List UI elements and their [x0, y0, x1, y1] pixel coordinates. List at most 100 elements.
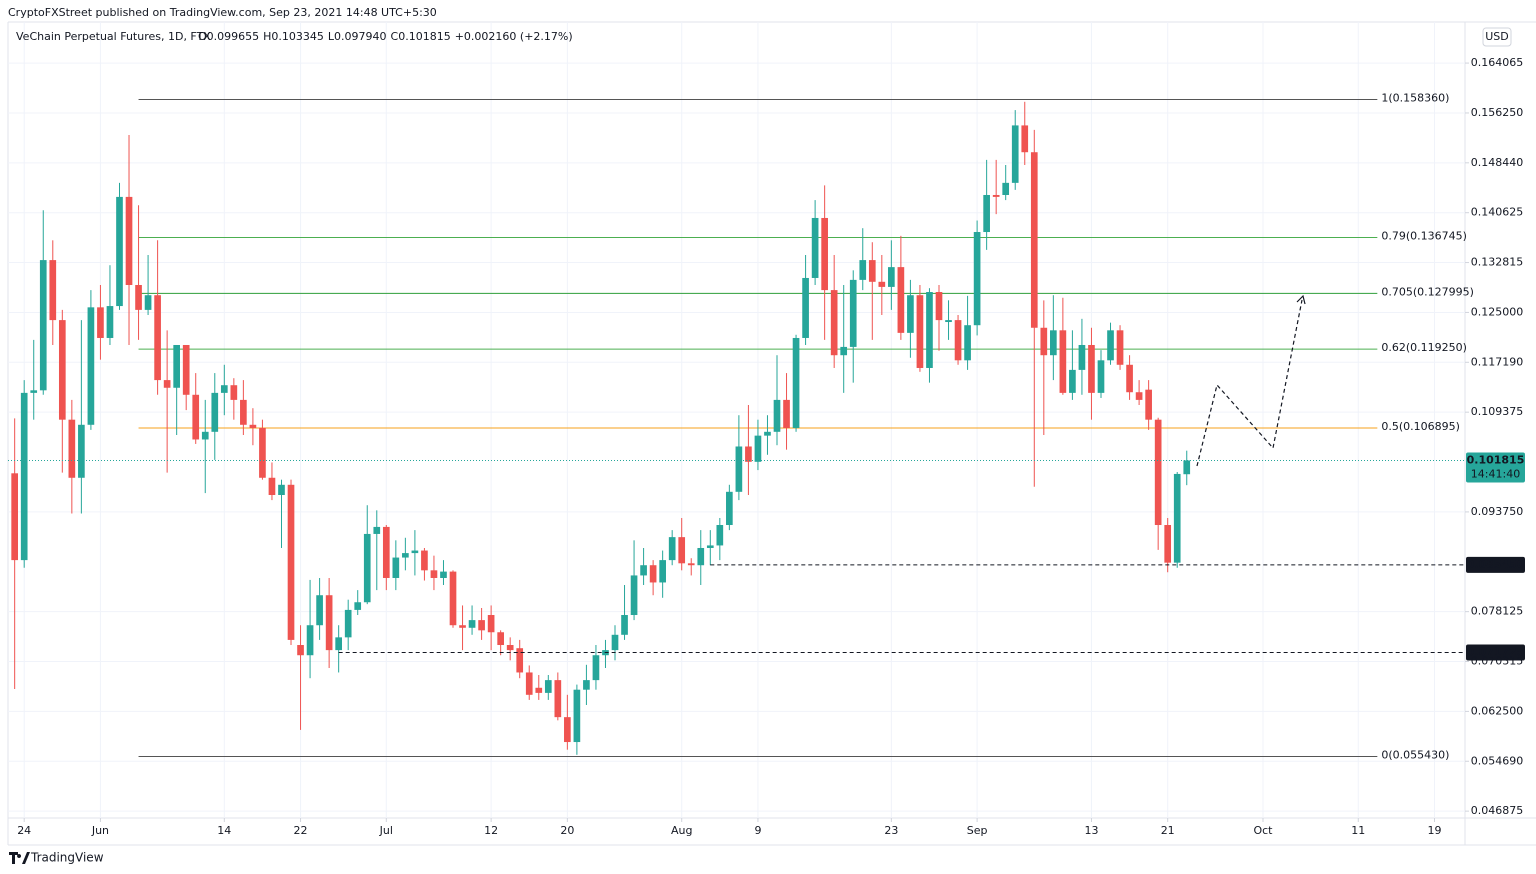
- x-tick-label: 12: [484, 824, 498, 837]
- candle-body: [564, 717, 571, 743]
- candle-body: [544, 680, 552, 693]
- candle-body: [1154, 419, 1162, 526]
- x-tick-label: 9: [754, 824, 761, 837]
- candle-body: [573, 689, 581, 743]
- legend-value: O0.099655: [198, 30, 259, 43]
- candle-body: [49, 260, 57, 321]
- candle-body: [135, 284, 142, 310]
- candle-body: [1107, 330, 1114, 361]
- x-tick-label: 19: [1428, 824, 1442, 837]
- symbol-title: VeChain Perpetual Futures, 1D, FTX: [16, 30, 211, 43]
- y-tick-label: 0.078125: [1471, 605, 1524, 618]
- projection-arrowhead: [1296, 294, 1306, 305]
- fib-label: 0.5(0.106895): [1381, 420, 1460, 433]
- brand-logo: [9, 852, 30, 864]
- candle-body: [220, 385, 228, 393]
- candle-body: [497, 632, 504, 646]
- legend-value: L0.097940: [328, 30, 387, 43]
- candle-body: [897, 267, 905, 333]
- candle-body: [240, 399, 247, 425]
- y-tick-label: 0.125000: [1471, 305, 1524, 318]
- price-tag: [1466, 556, 1525, 573]
- candle-body: [706, 545, 714, 548]
- countdown: 14:41:40: [1471, 467, 1520, 480]
- x-tick-label: Jul: [379, 824, 393, 837]
- candle-body: [392, 557, 400, 578]
- candle-body: [1059, 330, 1067, 393]
- currency[interactable]: USD: [1485, 30, 1509, 43]
- y-tick-label: 0.140625: [1471, 206, 1524, 219]
- candle-body: [78, 424, 85, 478]
- candle-body: [935, 292, 943, 321]
- brand-name: TradingView: [30, 851, 104, 865]
- candle-body: [554, 680, 562, 718]
- candle-body: [1021, 125, 1029, 153]
- candle-body: [1135, 392, 1143, 400]
- candle-body: [764, 431, 771, 436]
- candle-body: [630, 575, 638, 616]
- ohlc-values: O0.099655 H0.103345 L0.097940 C0.101815 +0.0…: [198, 30, 573, 43]
- candle-body: [211, 392, 219, 432]
- x-tick-label: 23: [884, 824, 898, 837]
- fib-label: 0.79(0.136745): [1381, 229, 1467, 242]
- candle-body: [39, 260, 47, 391]
- candle-body: [287, 484, 295, 640]
- candle-body: [525, 672, 533, 695]
- candle-body: [421, 550, 428, 571]
- candle-body: [316, 595, 323, 626]
- x-tick-label: Jun: [91, 824, 109, 837]
- candle-body: [373, 526, 381, 534]
- fib-levels: 1(0.158360) 0.79(0.136745) 0.705(0.127995)…: [138, 91, 1474, 762]
- candle-body: [745, 446, 752, 462]
- fib-label: 0.705(0.127995): [1381, 285, 1474, 298]
- x-tick-label: 13: [1084, 824, 1098, 837]
- candle-body: [649, 565, 657, 583]
- candle-body: [1078, 344, 1086, 370]
- x-tick-label: 11: [1351, 824, 1365, 837]
- candle-body: [868, 260, 876, 282]
- candle-body: [1145, 389, 1152, 420]
- candle-body: [621, 615, 628, 635]
- candle-body: [230, 385, 238, 400]
- x-tick-label: Oct: [1253, 824, 1273, 837]
- y-tick-label: 0.148440: [1471, 156, 1524, 169]
- candle-body: [926, 292, 933, 368]
- currency-box[interactable]: [1482, 27, 1512, 47]
- x-tick-label: 14: [217, 824, 231, 837]
- x-tick-label: 22: [294, 824, 308, 837]
- publisher: CryptoFXStreet published on TradingView.…: [8, 6, 437, 19]
- legend-value: H0.103345: [263, 30, 324, 43]
- candle-body: [201, 431, 209, 440]
- candle-body: [916, 295, 924, 368]
- candle-body: [1173, 473, 1181, 563]
- candle-body: [859, 260, 867, 280]
- candle-body: [449, 571, 457, 626]
- candle-body: [773, 399, 781, 432]
- candle-body: [478, 620, 485, 631]
- candle-body: [192, 394, 200, 440]
- x-tick-label: Sep: [967, 824, 988, 837]
- candle-body: [259, 427, 266, 478]
- candle-body: [1069, 369, 1076, 393]
- price-tag-label: 0.101815: [1467, 453, 1525, 466]
- fib-label: 0(0.055430): [1381, 749, 1449, 762]
- candle-body: [87, 307, 95, 425]
- candles: [11, 101, 1191, 755]
- y-tick-label: 0.046875: [1471, 804, 1524, 817]
- candle-body: [30, 390, 38, 393]
- candle-body: [1030, 152, 1038, 328]
- candle-body: [792, 337, 800, 428]
- candle-body: [430, 570, 438, 578]
- candle-body: [354, 602, 362, 610]
- candle-body: [754, 435, 762, 462]
- candle-body: [716, 525, 724, 546]
- candle-body: [116, 196, 123, 307]
- candle-body: [249, 424, 257, 428]
- candle-body: [363, 533, 371, 603]
- candle-body: [687, 563, 695, 566]
- candle-body: [58, 320, 66, 420]
- symbol-legend: VeChain Perpetual Futures, 1D, FTX O0.09…: [16, 30, 573, 43]
- y-tick-label: 0.109375: [1471, 405, 1524, 418]
- candle-body: [1002, 182, 1010, 195]
